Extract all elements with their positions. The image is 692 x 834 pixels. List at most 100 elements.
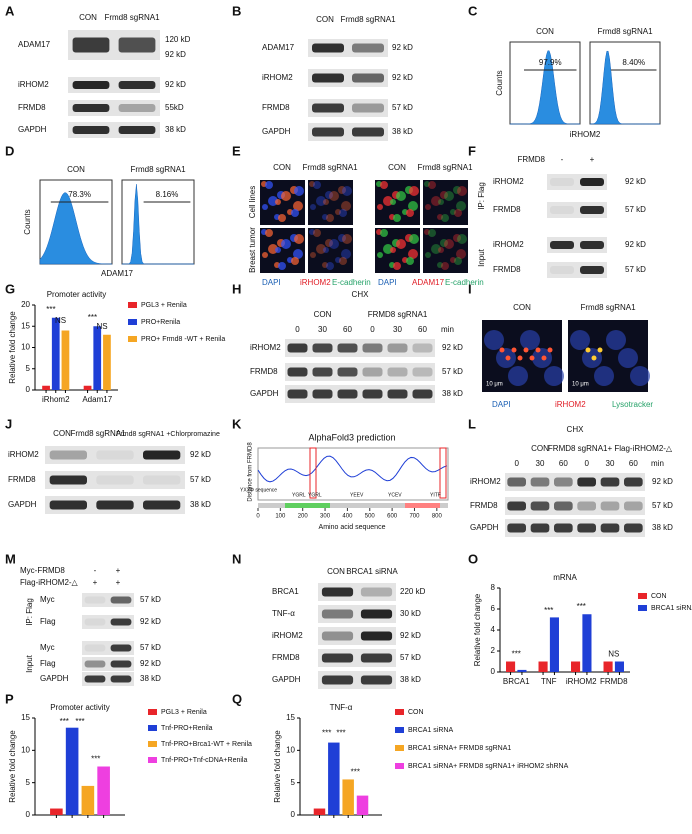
label: iRHOM2: [8, 450, 39, 459]
blot-band: [118, 81, 156, 89]
label: PGL3 + Renila: [141, 302, 187, 309]
micrograph-signal: [309, 181, 315, 187]
label: ***: [60, 717, 69, 726]
blot-band: [110, 644, 132, 652]
micrograph-signal: [262, 252, 268, 258]
label: 6: [491, 604, 496, 613]
bar: [517, 669, 527, 672]
label: Frmd8 sgRNA1 +Chlorpromazine: [116, 431, 220, 438]
label: 92 kD: [140, 617, 161, 626]
micrograph-signal: [326, 262, 334, 270]
bar: [51, 317, 60, 390]
label: CON: [531, 444, 549, 453]
blot-band: [321, 609, 354, 619]
label: Tnf-PRO+Renila: [161, 725, 213, 732]
blot-band: [360, 631, 393, 641]
micrograph-signal: [431, 244, 441, 254]
micrograph: [308, 228, 353, 273]
legend-swatch: [395, 727, 404, 733]
label: 92 kD: [165, 50, 186, 59]
bar: [356, 795, 369, 815]
micrograph-signal: [454, 257, 462, 265]
blot-band: [530, 477, 550, 487]
label: BRCA1 siRNA: [346, 567, 398, 576]
label: Tnf-PRO+Tnf-cDNA+Renila: [161, 757, 247, 764]
micrograph-signal: [341, 249, 351, 259]
bar: [103, 334, 111, 390]
micrograph-signal: [408, 201, 418, 211]
micrograph-signal: [325, 239, 333, 247]
bar: [97, 766, 110, 815]
label: 38 kD: [190, 500, 211, 509]
panel-letter: N: [232, 551, 241, 566]
micrograph-signal: [291, 257, 299, 265]
label: 10: [286, 745, 295, 754]
legend-swatch: [395, 709, 404, 715]
blot-band: [580, 206, 604, 214]
label: Promoter activity: [47, 290, 107, 299]
label: iRhom2: [42, 395, 70, 404]
panel-letter: F: [468, 143, 476, 158]
panel-letter: I: [468, 281, 472, 296]
micrograph-signal: [316, 244, 326, 254]
label: FRMD8: [8, 475, 36, 484]
label: Flag: [40, 659, 56, 668]
label: FRMD8: [600, 677, 628, 686]
label: YEEV: [350, 492, 364, 498]
signal: [517, 355, 523, 361]
panel-letter: L: [468, 416, 476, 431]
panel-letter: D: [5, 143, 14, 158]
micrograph-signal: [262, 204, 268, 210]
micrograph-signal: [425, 252, 431, 258]
signal: [547, 347, 553, 353]
label: ***: [46, 305, 55, 314]
label: Relative fold change: [8, 311, 17, 384]
label: Frmd8 sgRNA1: [130, 165, 186, 174]
label: AlphaFold3 prediction: [308, 432, 395, 442]
label: NS: [97, 322, 108, 331]
micrograph-signal: [278, 262, 286, 270]
label: 60: [343, 325, 352, 334]
label: 10 μm: [486, 382, 503, 388]
blot-band: [550, 178, 574, 186]
micrograph-signal: [322, 214, 328, 220]
micrograph-signal: [440, 191, 448, 199]
signal: [535, 347, 541, 353]
label: Frmd8 sgRNA1: [302, 163, 358, 172]
signal: [499, 347, 505, 353]
nucleus: [508, 366, 528, 386]
blot-band: [352, 103, 384, 113]
label: 57 kD: [140, 643, 161, 652]
label: 0: [491, 667, 496, 676]
domain-track: [258, 503, 448, 508]
micrograph-signal: [342, 186, 352, 196]
label: 30: [393, 325, 402, 334]
label: iRHOM2: [18, 80, 49, 89]
blot-band: [577, 523, 596, 533]
label: Frmd8 sgRNA1: [597, 27, 653, 36]
label: 300: [320, 514, 331, 520]
bar: [582, 614, 592, 672]
blot-band: [362, 389, 383, 399]
label: -: [94, 566, 97, 575]
plot-frame: [257, 447, 449, 501]
micrograph-signal: [313, 229, 321, 237]
nucleus: [630, 366, 650, 386]
label: DAPI: [492, 400, 511, 409]
micrograph-signal: [438, 199, 444, 205]
legend-swatch: [395, 763, 404, 769]
bar: [614, 661, 624, 672]
blot-band: [387, 367, 408, 377]
label: E-cadherin: [445, 278, 484, 287]
micrograph-signal: [322, 262, 328, 268]
label: GAPDH: [18, 125, 47, 134]
label: 5: [26, 778, 31, 787]
legend-swatch: [638, 605, 647, 611]
label: DAPI: [262, 278, 281, 287]
micrograph-signal: [313, 181, 321, 189]
label: Promoter activity: [50, 703, 110, 712]
label: -: [561, 155, 564, 164]
bar: [506, 661, 516, 672]
label: IP: Flag: [25, 598, 34, 626]
blot-band: [600, 477, 620, 487]
